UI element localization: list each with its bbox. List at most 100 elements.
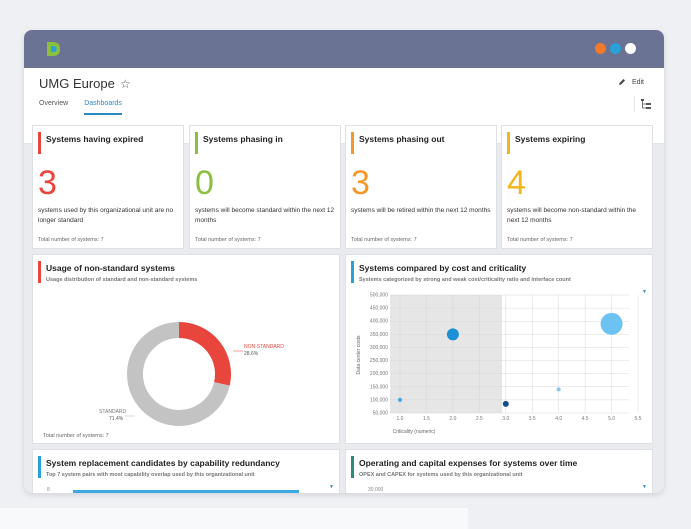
scatter-point[interactable] — [446, 328, 459, 341]
edit-button[interactable]: Edit — [618, 78, 644, 86]
accent-bar — [38, 132, 41, 154]
kpi-description: systems will become standard within the … — [195, 207, 335, 224]
axis-label: 8 — [47, 487, 50, 493]
x-tick-label: 1.5 — [423, 416, 430, 422]
kpi-card-phasing-out[interactable]: Systems phasing out 3 systems will be re… — [345, 125, 497, 249]
y-tick-label: 500,000 — [370, 293, 388, 299]
scatter-point[interactable] — [600, 312, 623, 335]
y-tick-label: 200,000 — [370, 371, 388, 377]
card-subtitle: Usage distribution of standard and non-s… — [46, 277, 198, 283]
accent-bar — [351, 132, 354, 154]
capability-card: System replacement candidates by capabil… — [32, 449, 340, 493]
card-subtitle: Top 7 system pairs with most capability … — [46, 472, 255, 478]
app-logo-icon[interactable] — [44, 40, 62, 58]
plot-shaded-region — [390, 295, 502, 413]
edit-label: Edit — [631, 78, 644, 86]
x-tick-label: 2.5 — [476, 416, 483, 422]
x-tick-label: 3.0 — [502, 416, 509, 422]
scatter-point[interactable] — [556, 387, 561, 392]
kpi-title: Systems phasing in — [203, 134, 283, 144]
favorite-star-icon[interactable]: ☆ — [119, 76, 131, 91]
card-subtitle: Systems categorized by strong and weak c… — [359, 277, 571, 283]
accent-bar — [195, 132, 198, 154]
kpi-card-expiring[interactable]: Systems expiring 4 systems will become n… — [501, 125, 653, 249]
y-axis-label: Data center costs — [356, 335, 362, 374]
chart-menu-caret-icon[interactable]: ▼ — [642, 289, 647, 295]
y-tick-label: 350,000 — [370, 332, 388, 338]
window-dots — [595, 43, 636, 54]
card-title: System replacement candidates by capabil… — [46, 458, 280, 468]
accent-bar — [351, 261, 354, 283]
donut-slice-non-standard[interactable] — [178, 322, 231, 386]
axis-label: 30,000 — [368, 487, 384, 493]
y-tick-label: 100,000 — [370, 397, 388, 403]
tab-overview[interactable]: Overview — [39, 100, 69, 107]
accent-bar — [38, 261, 41, 283]
page-title-row: UMG Europe ☆ — [39, 76, 131, 91]
page-title: UMG Europe — [39, 76, 115, 91]
x-tick-label: 1.0 — [397, 416, 404, 422]
kpi-footer: Total number of systems: 7 — [195, 237, 261, 243]
dot-blue — [610, 43, 621, 54]
chart-menu-caret-icon[interactable]: ▼ — [642, 484, 647, 490]
slice-percent-standard: 71.4% — [109, 416, 124, 422]
card-title: Usage of non-standard systems — [46, 263, 175, 273]
x-tick-label: 2.0 — [449, 416, 456, 422]
card-subtitle: OPEX and CAPEX for systems used by this … — [359, 472, 523, 478]
background-strip — [0, 508, 468, 529]
pencil-icon — [618, 79, 625, 85]
scatter-point[interactable] — [502, 400, 509, 407]
chart-menu-caret-icon[interactable]: ▼ — [329, 484, 334, 490]
kpi-value: 3 — [351, 164, 370, 202]
kpi-title: Systems phasing out — [359, 134, 445, 144]
y-tick-label: 250,000 — [370, 358, 388, 364]
kpi-value: 3 — [38, 164, 57, 202]
kpi-card-phasing-in[interactable]: Systems phasing in 0 systems will become… — [189, 125, 341, 249]
x-tick-label: 3.5 — [529, 416, 536, 422]
y-tick-label: 150,000 — [370, 384, 388, 390]
scatter-point[interactable] — [398, 397, 402, 402]
x-tick-label: 4.5 — [582, 416, 589, 422]
dot-orange — [595, 43, 606, 54]
kpi-value: 4 — [507, 164, 526, 202]
points — [398, 312, 623, 407]
kpi-footer: Total number of systems: 7 — [351, 237, 417, 243]
top-navbar — [24, 30, 664, 68]
kpi-footer: Total number of systems: 7 — [507, 237, 573, 243]
hierarchy-button[interactable] — [634, 96, 652, 112]
card-footer: Total number of systems: 7 — [43, 433, 109, 439]
scatter-card: Systems compared by cost and criticality… — [345, 254, 653, 444]
kpi-value: 0 — [195, 164, 214, 202]
expenses-card: Operating and capital expenses for syste… — [345, 449, 653, 493]
kpi-card-expired[interactable]: Systems having expired 3 systems used by… — [32, 125, 184, 249]
bar — [73, 490, 299, 493]
dot-white — [625, 43, 636, 54]
slice-label-standard: STANDARD — [99, 409, 127, 415]
accent-bar — [351, 456, 354, 478]
kpi-title: Systems having expired — [46, 134, 144, 144]
card-title: Systems compared by cost and criticality — [359, 263, 527, 273]
grid: 1.0 1.5 2.0 2.5 3.0 3.5 4.0 4.5 5.0 5.5 500,000 450… — [370, 293, 642, 423]
x-tick-label: 4.0 — [555, 416, 562, 422]
accent-bar — [38, 456, 41, 478]
y-tick-label: 50,000 — [373, 411, 389, 417]
tab-bar: Overview Dashboards — [39, 100, 122, 115]
accent-bar — [507, 132, 510, 154]
donut-chart: NON-STANDARD 28.6% STANDARD 71.4% — [99, 322, 284, 426]
kpi-description: systems will become non-standard within … — [507, 207, 636, 224]
slice-label-nonstandard: NON-STANDARD — [244, 344, 284, 350]
donut-group — [127, 322, 231, 426]
app-window: UMG Europe ☆ Edit Overview Dashboards Sy… — [24, 30, 664, 493]
slice-percent-nonstandard: 28.6% — [244, 351, 259, 357]
x-tick-label: 5.5 — [635, 416, 642, 422]
scatter-chart: 1.0 1.5 2.0 2.5 3.0 3.5 4.0 4.5 5.0 5.5 500,000 450… — [356, 293, 642, 436]
donut-card: Usage of non-standard systems Usage dist… — [32, 254, 340, 444]
kpi-description: systems will be retired within the next … — [351, 207, 491, 214]
donut-slice-standard[interactable] — [127, 322, 230, 426]
y-tick-label: 300,000 — [370, 345, 388, 351]
kpi-title: Systems expiring — [515, 134, 586, 144]
x-axis-label: Criticality (numeric) — [393, 429, 436, 435]
card-title: Operating and capital expenses for syste… — [359, 458, 578, 468]
tab-dashboards[interactable]: Dashboards — [84, 100, 122, 115]
y-tick-label: 400,000 — [370, 319, 388, 325]
